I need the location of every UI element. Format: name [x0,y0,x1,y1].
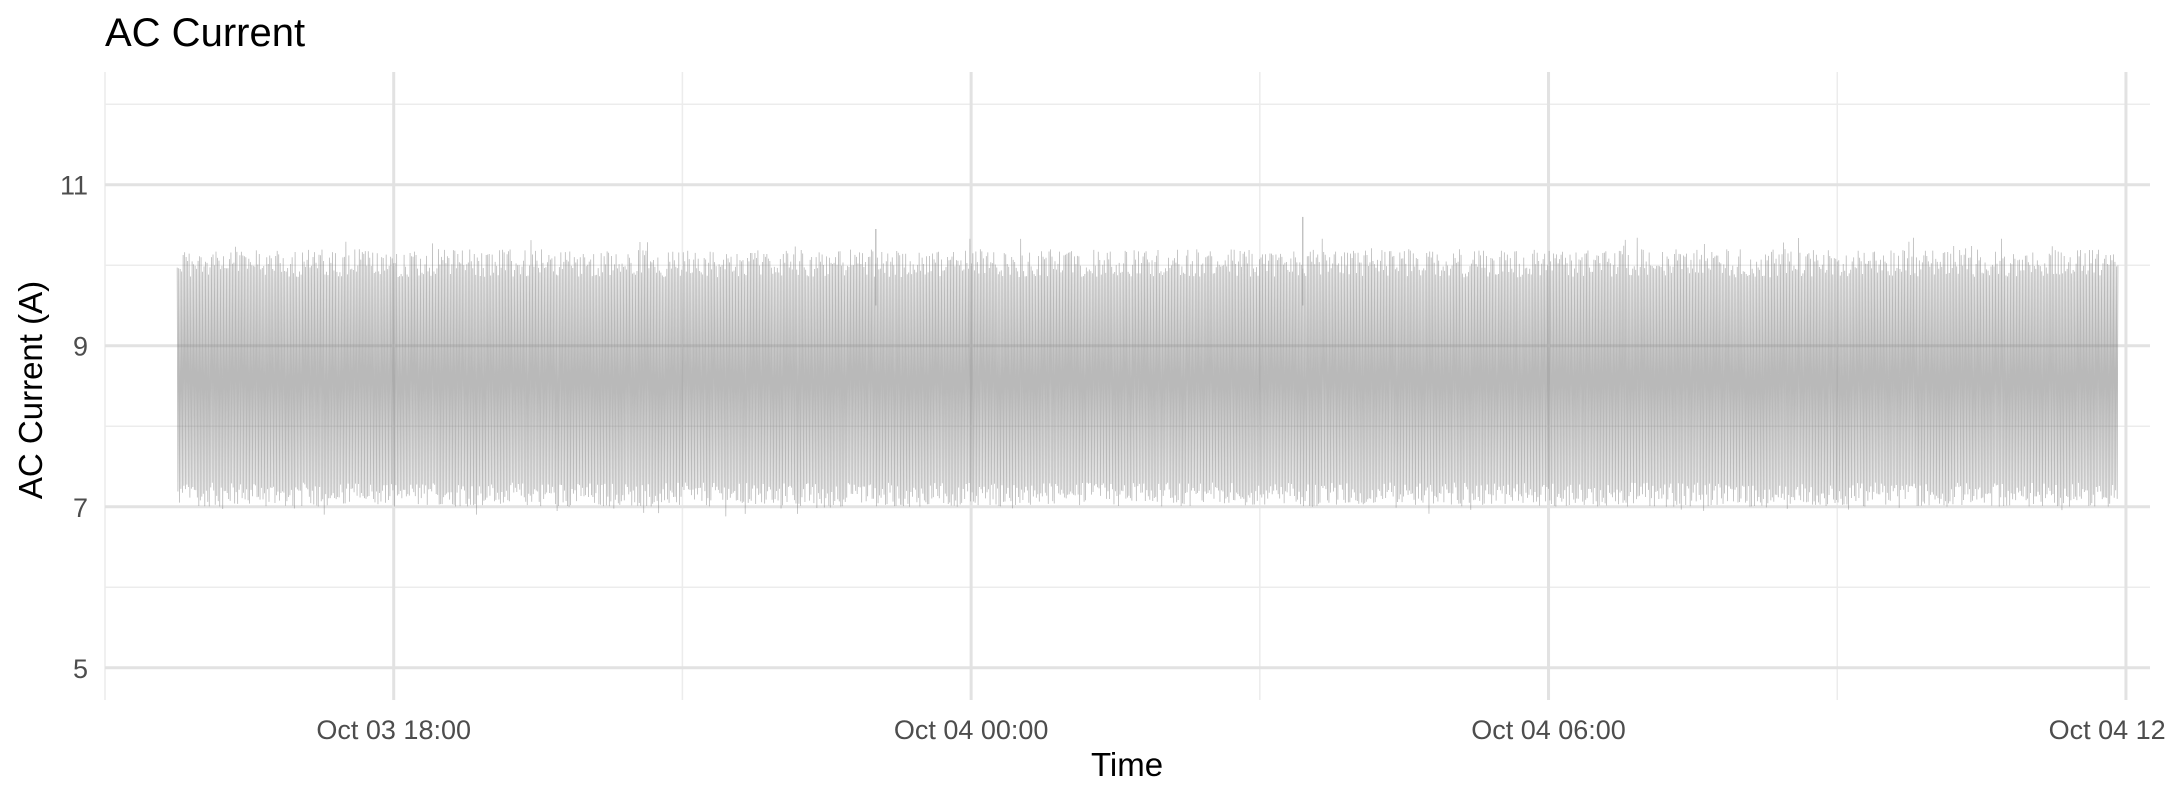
x-tick-label: Oct 04 00:00 [894,715,1049,745]
series-line-ac-current [176,237,2119,517]
x-tick-label: Oct 04 06:00 [1471,715,1626,745]
y-tick-label: 11 [60,171,88,201]
axis-layer: 5 7 9 11 Oct 03 18:00 Oct 04 00:00 Oct 04 06:0… [60,171,2167,745]
y-tick-label: 5 [73,654,88,684]
x-tick-label: Oct 04 12:00 [2049,715,2167,745]
y-tick-label: 9 [73,332,88,362]
x-axis-label: Time [1091,746,1163,783]
y-axis-label: AC Current (A) [12,281,49,499]
series-layer [176,216,2119,517]
x-tick-label: Oct 03 18:00 [316,715,471,745]
y-tick-label: 7 [73,493,88,523]
chart-title: AC Current [105,11,305,55]
